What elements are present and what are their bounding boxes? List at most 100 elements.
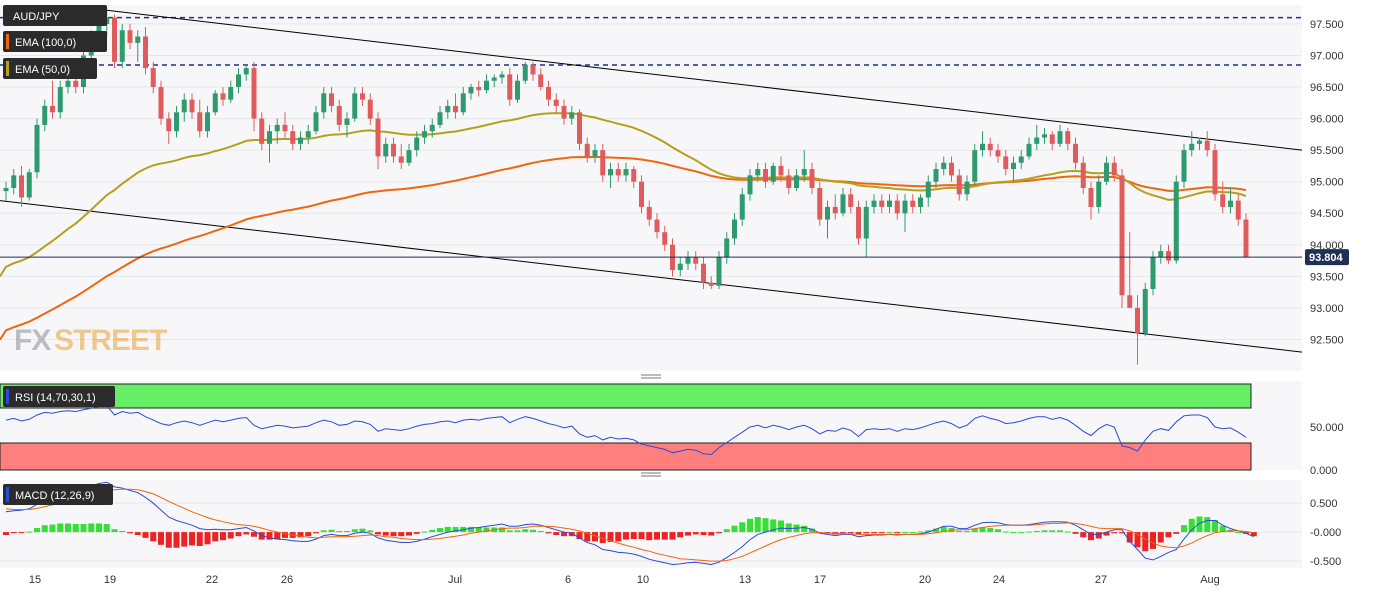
candle bbox=[344, 112, 350, 138]
macd-histogram-bar bbox=[150, 532, 157, 542]
pane-resize-handle-2[interactable] bbox=[641, 472, 661, 477]
candle-body bbox=[50, 105, 55, 113]
candle-body bbox=[631, 169, 637, 182]
macd-line bbox=[5, 481, 1254, 566]
macd-histogram-bar bbox=[1057, 530, 1063, 533]
candle bbox=[902, 194, 908, 233]
macd-histogram-bar bbox=[592, 532, 598, 542]
candle-body bbox=[910, 200, 916, 207]
candle bbox=[19, 165, 24, 207]
candle-body bbox=[429, 124, 435, 132]
macd-histogram-bar bbox=[576, 532, 583, 540]
legend-rsi: RSI (14,70,30,1) bbox=[3, 386, 115, 407]
macd-histogram-bar bbox=[483, 527, 490, 533]
candle-body bbox=[1003, 156, 1009, 170]
macd-histogram-bar bbox=[964, 530, 970, 533]
time-tick-label: 15 bbox=[29, 574, 41, 586]
candle-body bbox=[1135, 307, 1140, 334]
candle bbox=[1150, 251, 1156, 296]
macd-histogram-bar bbox=[243, 532, 250, 535]
price-tick-label: 95.500 bbox=[1310, 145, 1344, 157]
candle bbox=[460, 87, 466, 116]
rsi-line-path bbox=[5, 404, 1247, 456]
macd-histogram-bar bbox=[390, 532, 397, 537]
macd-histogram-bar bbox=[251, 532, 257, 537]
macd-histogram-bar bbox=[382, 532, 389, 536]
candle-body bbox=[918, 197, 923, 207]
candle bbox=[615, 162, 621, 182]
candle-body bbox=[197, 112, 203, 132]
candle-body bbox=[871, 200, 877, 207]
candle-body bbox=[1018, 156, 1024, 163]
channel-lower-line bbox=[0, 200, 1303, 353]
candle bbox=[383, 137, 389, 163]
candle bbox=[1166, 244, 1171, 264]
macd-histogram-bar bbox=[72, 524, 79, 533]
candle-body bbox=[166, 118, 172, 132]
pane-resize-handle-1[interactable] bbox=[641, 374, 661, 379]
macd-histogram-bar bbox=[1150, 532, 1156, 549]
macd-signal-line bbox=[5, 488, 1254, 562]
macd-histogram-bar bbox=[196, 532, 203, 546]
candle-body bbox=[716, 257, 722, 286]
candle bbox=[708, 276, 714, 289]
macd-histogram-bar bbox=[956, 530, 963, 533]
candle-body bbox=[422, 131, 427, 138]
time-tick-label: 24 bbox=[993, 574, 1005, 586]
macd-histogram-bar bbox=[522, 529, 529, 533]
candle bbox=[1189, 131, 1195, 157]
current-price-badge bbox=[1305, 249, 1349, 266]
candle bbox=[646, 200, 652, 226]
macd-histogram-bar bbox=[1119, 532, 1125, 534]
macd-histogram-bar bbox=[34, 528, 40, 533]
macd-histogram-bar bbox=[778, 520, 784, 533]
macd-histogram-bar bbox=[909, 532, 916, 534]
candle bbox=[794, 169, 799, 192]
macd-histogram-bar bbox=[638, 532, 645, 540]
candle-body bbox=[181, 99, 187, 113]
candle-body bbox=[1212, 150, 1218, 195]
candle-body bbox=[747, 175, 753, 195]
candle-body bbox=[902, 200, 908, 214]
candle-body bbox=[437, 112, 443, 125]
candle bbox=[135, 30, 141, 62]
macd-histogram-bar bbox=[80, 524, 87, 533]
candle-body bbox=[150, 68, 156, 88]
macd-histogram-bar bbox=[204, 532, 211, 545]
macd-label: MACD (12,26,9) bbox=[15, 490, 94, 502]
candle-body bbox=[925, 181, 931, 198]
candle-body bbox=[96, 23, 102, 37]
macd-histogram-bar bbox=[18, 532, 25, 534]
candle-body bbox=[778, 165, 784, 176]
candle bbox=[119, 23, 125, 69]
candle-body bbox=[398, 156, 404, 163]
candle bbox=[321, 87, 327, 119]
macd-histogram-bar bbox=[444, 526, 451, 533]
candle-body bbox=[615, 169, 621, 176]
candle-body bbox=[1189, 143, 1195, 151]
candle-body bbox=[243, 68, 249, 75]
candle bbox=[522, 61, 528, 84]
macd-histogram-bar bbox=[1212, 519, 1218, 533]
macd-histogram-bar bbox=[375, 532, 381, 535]
candle bbox=[158, 80, 164, 125]
macd-tick-label: 0.500 bbox=[1310, 498, 1338, 510]
macd-histogram-bar bbox=[654, 532, 660, 540]
candle bbox=[197, 99, 203, 138]
candle-body bbox=[42, 105, 48, 125]
time-tick-label: Aug bbox=[1200, 574, 1220, 586]
price-tick-label: 97.500 bbox=[1310, 19, 1344, 31]
macd-histogram-bar bbox=[367, 530, 374, 533]
candle-body bbox=[1158, 251, 1164, 258]
candle-body bbox=[484, 80, 489, 91]
candle-body bbox=[584, 143, 590, 157]
candle-body bbox=[530, 64, 536, 75]
time-tick-label: 20 bbox=[919, 574, 931, 586]
macd-histogram-bar bbox=[429, 529, 436, 533]
candle bbox=[1173, 175, 1179, 264]
candle-body bbox=[980, 143, 985, 151]
candle bbox=[34, 118, 40, 179]
candle bbox=[50, 80, 55, 119]
candle bbox=[1080, 156, 1086, 195]
